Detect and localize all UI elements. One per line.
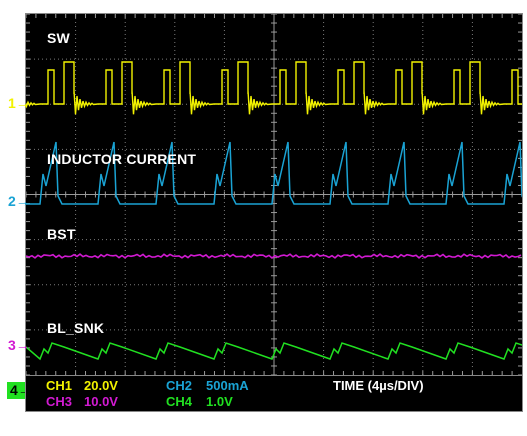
channel3-marker[interactable]: 3→ (8, 337, 30, 353)
channel1-marker[interactable]: 1→ (8, 95, 30, 111)
waveform-plot (26, 14, 522, 375)
time-base: TIME (4µs/DIV) (333, 378, 424, 393)
arrow-right-icon: → (15, 95, 30, 111)
ch3-label: CH3 (46, 394, 73, 409)
scope-screen: SW INDUCTOR CURRENT BST BL_SNK (25, 13, 523, 376)
ch3-scale: 10.0V (84, 394, 118, 409)
ch4-label: CH4 (166, 394, 193, 409)
label-inductor-current: INDUCTOR CURRENT (47, 151, 197, 167)
channel1-marker-number: 1 (8, 95, 16, 111)
ch4-scale: 1.0V (206, 394, 233, 409)
channel4-marker-number: 4 (10, 382, 18, 398)
label-bl-snk: BL_SNK (47, 320, 105, 336)
readout-bar: CH1 20.0V CH2 500mA TIME (4µs/DIV) CH3 1… (25, 376, 523, 412)
bst-trace (26, 253, 522, 260)
ch1-label: CH1 (46, 378, 73, 393)
ch2-scale: 500mA (206, 378, 249, 393)
channel3-marker-number: 3 (8, 337, 16, 353)
label-sw: SW (47, 30, 70, 46)
arrow-right-icon: → (15, 193, 30, 209)
ch1-scale: 20.0V (84, 378, 118, 393)
channel2-marker-number: 2 (8, 193, 16, 209)
ch2-label: CH2 (166, 378, 193, 393)
bl-snk-trace (26, 342, 522, 361)
channel2-marker[interactable]: 2→ (8, 193, 30, 209)
arrow-right-icon: → (15, 337, 30, 353)
inductor-current-trace (26, 141, 522, 205)
label-bst: BST (47, 226, 76, 242)
sw-trace (26, 61, 522, 115)
